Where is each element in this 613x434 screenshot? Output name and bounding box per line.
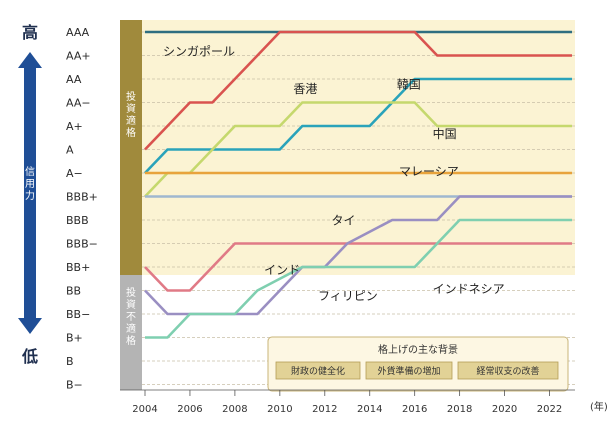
x-tick-label: 2014	[357, 404, 382, 415]
credit-arrow-icon	[18, 52, 42, 334]
country-label: インドネシア	[433, 282, 505, 296]
y-tick-label: BB−	[66, 308, 90, 321]
y-tick-label: BBB−	[66, 238, 98, 251]
y-tick-label: A	[66, 144, 74, 157]
high-label: 高	[22, 23, 38, 42]
country-label: シンガポール	[163, 45, 235, 59]
low-label: 低	[21, 347, 38, 366]
x-tick-label: 2010	[267, 404, 292, 415]
country-label: 香港	[293, 82, 317, 96]
x-axis-unit: (年)	[590, 400, 608, 413]
y-tick-label: B	[66, 355, 74, 368]
country-label: 韓国	[397, 77, 421, 91]
y-tick-label: BBB	[66, 214, 89, 227]
investment-grade-band	[120, 20, 575, 275]
y-tick-label: BBB+	[66, 191, 98, 204]
x-tick-labels: 2004 2006 2008 2010 2012 2014 2016 2018 2020 2022	[120, 389, 575, 415]
y-tick-label: B−	[66, 379, 83, 392]
country-label: 中国	[433, 126, 457, 141]
x-tick-label: 2008	[222, 404, 247, 415]
note-item: 外貨準備の増加	[377, 365, 440, 377]
y-tick-label: A−	[66, 167, 83, 180]
x-tick-label: 2022	[537, 404, 562, 415]
series-line	[145, 218, 572, 339]
x-tick-label: 2004	[132, 404, 157, 415]
series-line	[144, 77, 572, 174]
x-tick-label: 2006	[177, 404, 202, 415]
country-label: タイ	[332, 214, 356, 228]
series-line	[144, 30, 572, 151]
note-item: 経常収支の改善	[476, 365, 539, 377]
speculative-grade-label: 投資不適格	[126, 286, 136, 347]
speculative-grade-bar	[120, 275, 142, 390]
country-label: インド	[264, 263, 300, 277]
x-tick-label: 2016	[402, 404, 427, 415]
series-line	[144, 242, 572, 292]
investment-grade-label: 投資適格	[126, 90, 136, 139]
y-tick-label: A+	[66, 120, 83, 133]
note-box: 格上げの主な背景 財政の健全化 外貨準備の増加 経常収支の改善	[267, 336, 569, 392]
x-tick-label: 2020	[492, 404, 517, 415]
note-title: 格上げの主な背景	[378, 343, 458, 356]
y-tick-label: B+	[66, 332, 83, 345]
y-tick-label: AA−	[66, 97, 91, 110]
y-tick-label: AA	[66, 73, 82, 86]
y-tick-label: AA+	[66, 50, 91, 63]
y-tick-label: AAA	[66, 26, 90, 39]
y-tick-label: BB+	[66, 261, 90, 274]
note-item-box	[275, 361, 361, 380]
x-tick-label: 2018	[447, 404, 472, 415]
note-item-box	[457, 361, 559, 380]
series-lines	[144, 30, 572, 339]
country-label: マレーシア	[399, 164, 459, 178]
note-item-box	[365, 361, 453, 380]
investment-grade-bar	[120, 20, 142, 275]
country-label: フィリピン	[318, 289, 378, 303]
y-tick-label: BB	[66, 285, 81, 298]
credit-axis-title: 信用力	[25, 166, 35, 202]
note-item: 財政の健全化	[291, 365, 345, 377]
x-tick-label: 2012	[312, 404, 337, 415]
